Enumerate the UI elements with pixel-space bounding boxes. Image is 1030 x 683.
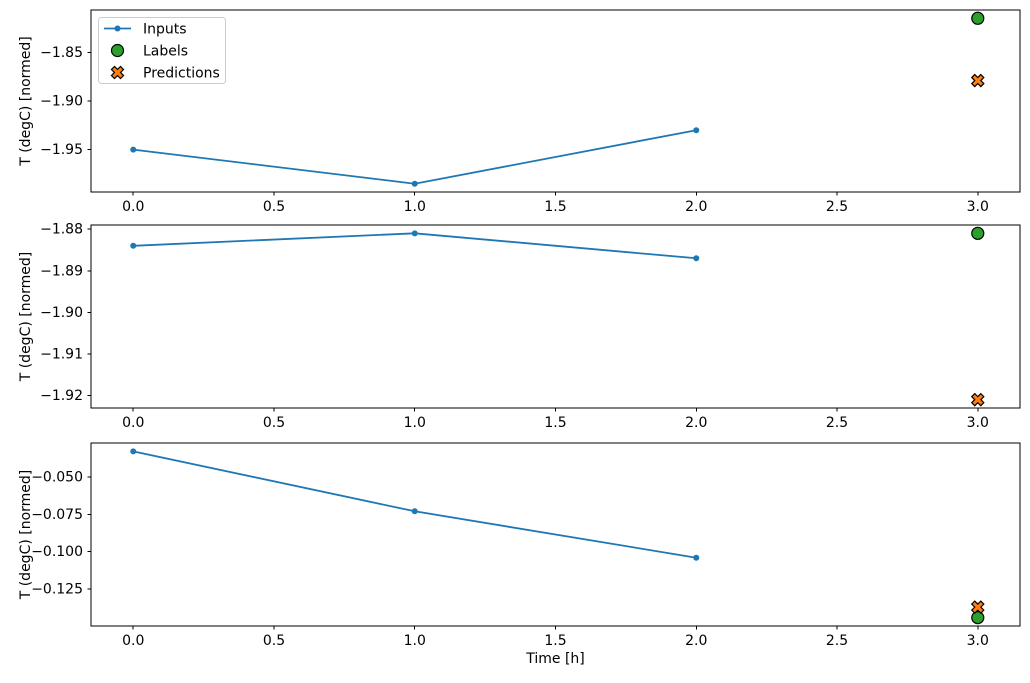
- x-tick-label: 0.0: [122, 633, 144, 649]
- x-tick-label: 1.0: [404, 415, 426, 431]
- input-point-marker: [411, 230, 418, 237]
- x-tick-label: 1.5: [544, 415, 566, 431]
- input-point-marker: [130, 242, 137, 249]
- inputs-line: [133, 450, 697, 559]
- input-point-marker: [130, 146, 137, 153]
- legend-inputs-dot-icon: [114, 25, 121, 32]
- axes-frame: [90, 9, 1021, 193]
- x-tick-label: 0.5: [263, 633, 285, 649]
- legend-item-inputs: Inputs: [104, 22, 187, 38]
- y-tick-label: −0.100: [31, 544, 83, 560]
- legend: Inputs Labels Predictions: [98, 17, 226, 84]
- inputs-line: [133, 129, 697, 185]
- x-tick-label: 2.5: [826, 415, 848, 431]
- y-axis-label: T (degC) [normed]: [18, 470, 34, 601]
- legend-box: [98, 17, 226, 84]
- legend-item-label: Predictions: [143, 66, 220, 82]
- legend-item-labels: Labels: [110, 43, 188, 60]
- y-tick-label: −0.075: [31, 507, 83, 523]
- x-tick-label: 3.0: [967, 199, 989, 215]
- y-tick-label: −1.90: [40, 305, 83, 321]
- axes-frame: [90, 224, 1021, 409]
- y-axis-label: T (degC) [normed]: [18, 36, 34, 167]
- y-tick-label: −1.92: [40, 388, 83, 404]
- subplot-bottom: 0.0 0.5 1.0 1.5 2.0 2.5 3.0 −0.050 −0.075 −0.100 −…: [18, 442, 1021, 667]
- x-tick-label: 2.0: [685, 633, 707, 649]
- legend-item-predictions: Predictions: [110, 65, 220, 82]
- x-tick-label: 2.5: [826, 199, 848, 215]
- legend-predictions-x-icon: [110, 65, 125, 80]
- x-tick-label: 0.5: [263, 199, 285, 215]
- y-tick-label: −1.89: [40, 263, 83, 279]
- label-marker: [971, 226, 985, 240]
- legend-item-label: Inputs: [143, 22, 187, 38]
- y-tick-label: −0.125: [31, 582, 83, 598]
- x-tick-label: 2.5: [826, 633, 848, 649]
- input-point-marker: [693, 255, 700, 262]
- y-axis-label: T (degC) [normed]: [18, 252, 34, 383]
- y-tick-label: −0.050: [31, 469, 83, 485]
- subplot-middle: 0.0 0.5 1.0 1.5 2.0 2.5 3.0 −1.88 −1.89 −1.90 −1.9…: [18, 222, 1021, 431]
- prediction-marker: [970, 392, 985, 407]
- x-tick-label: 1.5: [544, 199, 566, 215]
- inputs-line: [133, 232, 697, 260]
- y-tick-label: −1.90: [40, 94, 83, 110]
- x-tick-label: 1.5: [544, 633, 566, 649]
- input-point-marker: [411, 180, 418, 187]
- input-point-marker: [693, 554, 700, 561]
- legend-labels-circle-icon: [110, 43, 125, 58]
- y-tick-label: −1.85: [40, 45, 83, 61]
- input-point-marker: [693, 127, 700, 134]
- legend-item-label: Labels: [143, 44, 188, 60]
- x-axis-label: Time [h]: [525, 651, 585, 667]
- x-tick-label: 2.0: [685, 415, 707, 431]
- input-point-marker: [130, 448, 137, 455]
- x-tick-label: 1.0: [404, 199, 426, 215]
- x-tick-label: 0.5: [263, 415, 285, 431]
- x-tick-label: 0.0: [122, 415, 144, 431]
- prediction-marker: [970, 73, 985, 88]
- x-tick-label: 2.0: [685, 199, 707, 215]
- x-tick-label: 3.0: [967, 633, 989, 649]
- label-marker: [971, 611, 985, 625]
- x-tick-label: 0.0: [122, 199, 144, 215]
- y-tick-label: −1.91: [40, 346, 83, 362]
- y-tick-label: −1.95: [40, 142, 83, 158]
- prediction-marker: [970, 600, 985, 615]
- subplot-top: 0.0 0.5 1.0 1.5 2.0 2.5 3.0 −1.85 −1.90 −1.95 T (d…: [18, 9, 1021, 215]
- label-marker: [971, 11, 985, 25]
- x-tick-label: 1.0: [404, 633, 426, 649]
- y-tick-label: −1.88: [40, 222, 83, 238]
- input-point-marker: [411, 508, 418, 515]
- x-tick-label: 3.0: [967, 415, 989, 431]
